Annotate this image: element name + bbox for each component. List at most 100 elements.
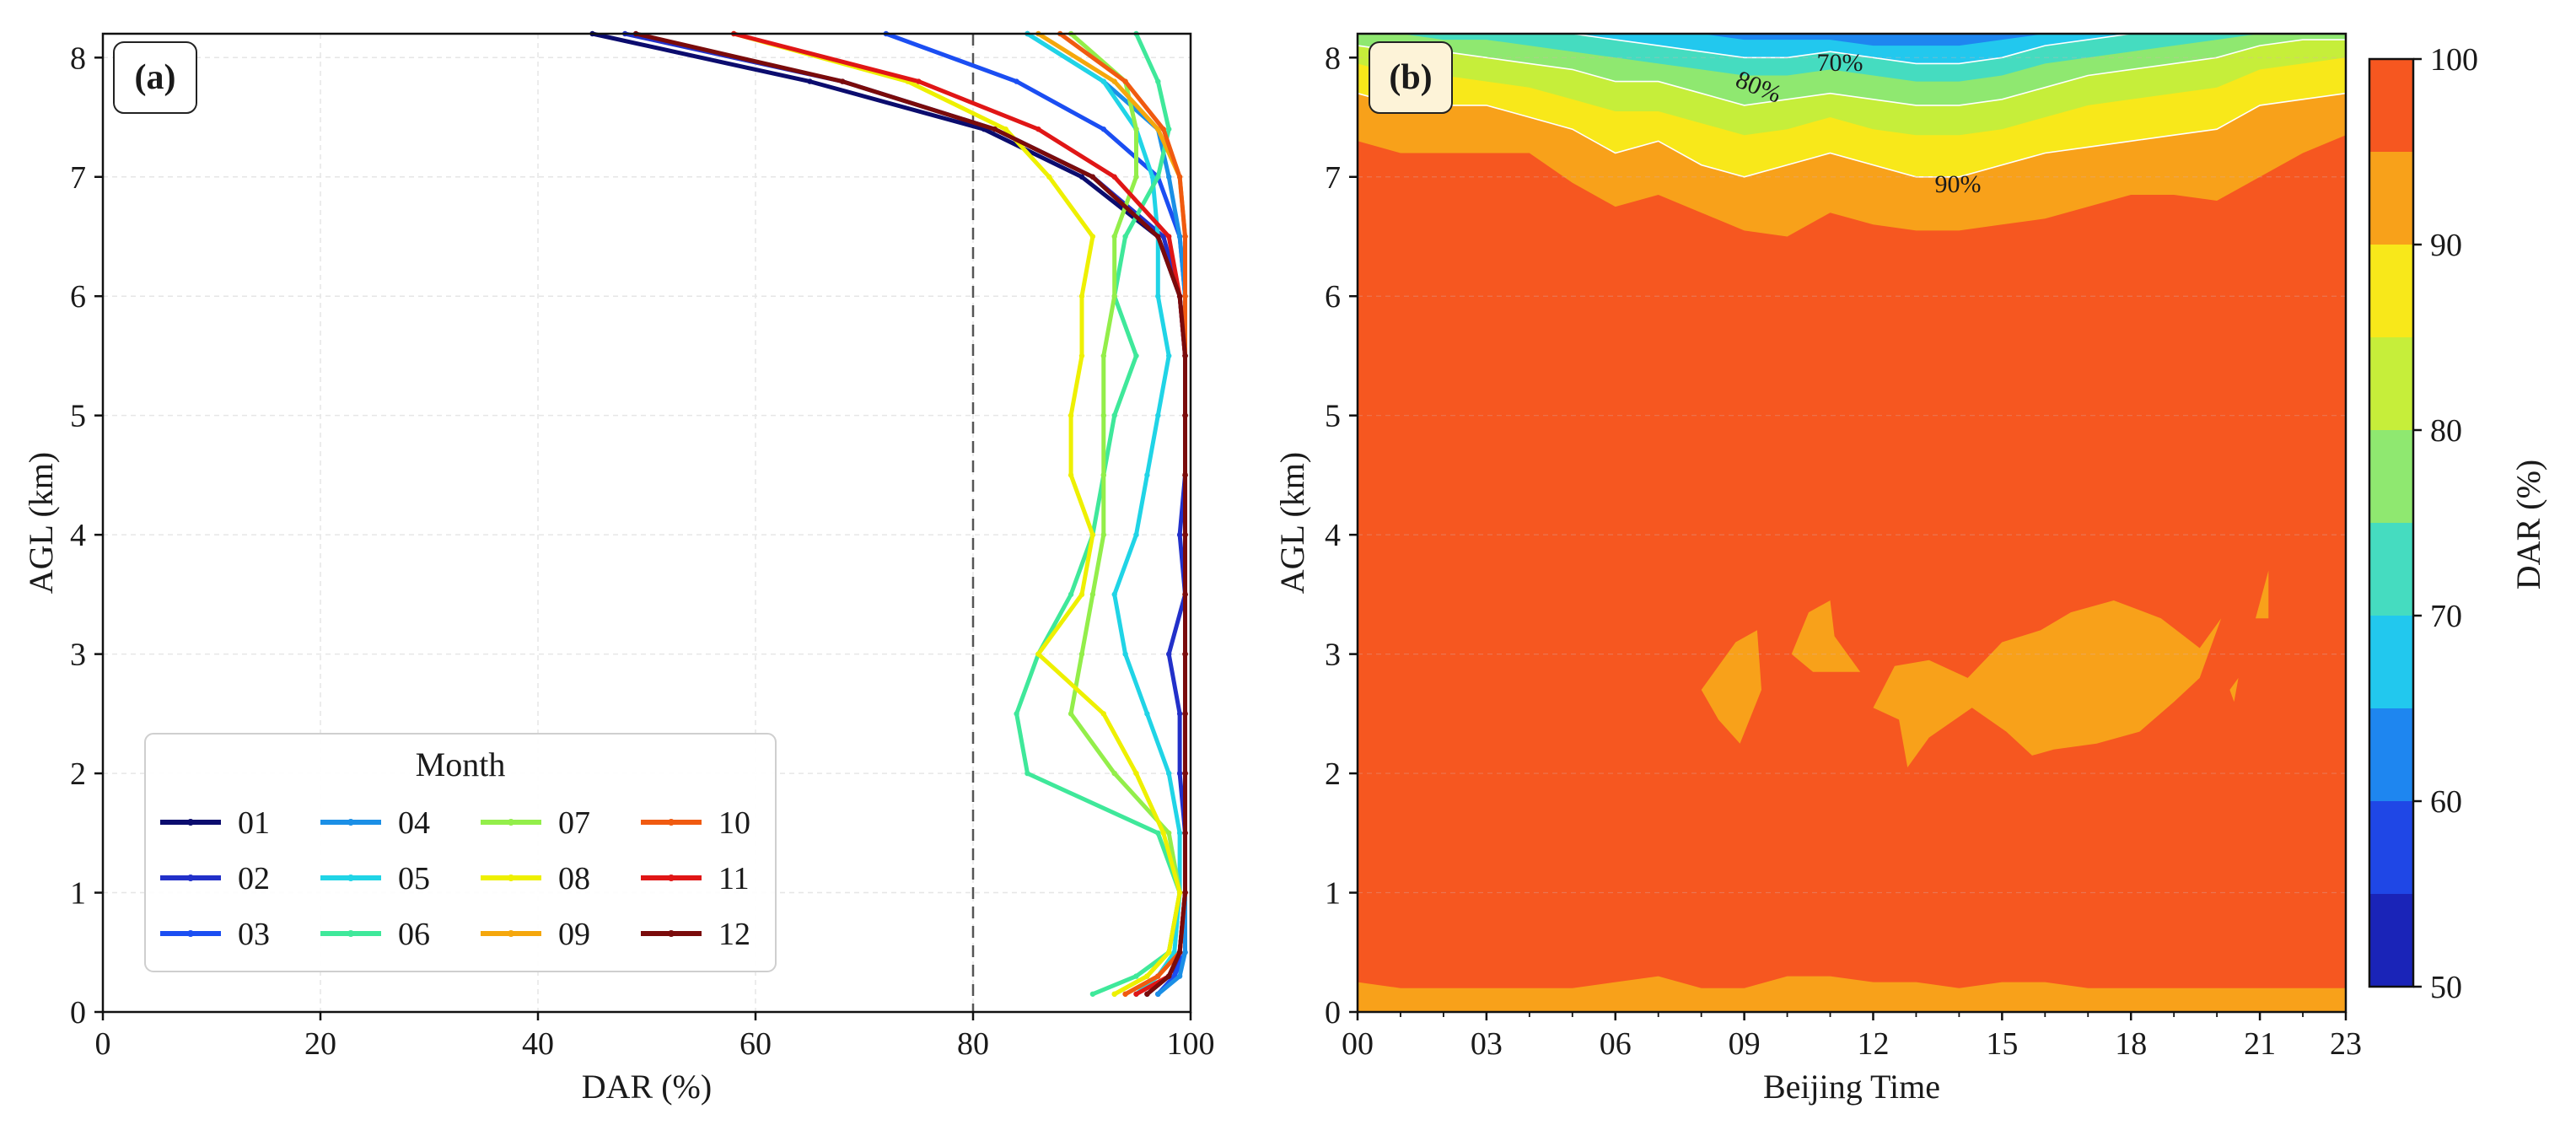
data-point-08	[1144, 973, 1150, 979]
data-point-06	[1133, 353, 1139, 359]
x-tick-label: 0	[95, 1026, 111, 1062]
data-point-03	[1014, 78, 1019, 84]
data-point-04	[1182, 950, 1188, 955]
legend-label-11: 11	[718, 861, 750, 896]
data-point-12	[992, 126, 998, 132]
data-point-07	[1100, 531, 1107, 538]
colorbar-segment-75	[2369, 430, 2413, 523]
data-point-10	[1155, 973, 1161, 979]
data-point-05	[1166, 770, 1172, 777]
data-point-05	[1149, 174, 1156, 180]
data-point-11	[1035, 126, 1041, 132]
legend-marker-06	[347, 930, 354, 937]
data-point-08	[1068, 412, 1074, 418]
legend-marker-01	[187, 819, 194, 826]
legend-label-12: 12	[718, 917, 750, 952]
colorbar-segment-55	[2369, 801, 2413, 894]
data-point-05	[1133, 531, 1139, 538]
data-point-06	[1133, 973, 1139, 979]
y-tick-label: 3	[1325, 638, 1341, 673]
panel-a-series	[589, 30, 1188, 997]
data-point-05	[1171, 950, 1177, 955]
data-point-05	[1144, 711, 1150, 717]
data-point-08	[1078, 591, 1085, 598]
contour-base-layer	[1358, 976, 2346, 1012]
data-point-06	[1089, 991, 1096, 997]
data-point-02	[1166, 651, 1172, 657]
data-point-07	[1111, 770, 1117, 777]
data-point-08	[1003, 126, 1008, 132]
legend-label-06: 06	[398, 917, 430, 952]
x-tick-label: 00	[1342, 1026, 1374, 1062]
colorbar-tick-label: 70	[2430, 599, 2462, 634]
series-line-06	[1014, 31, 1182, 997]
data-point-07	[1111, 234, 1117, 240]
legend-label-08: 08	[558, 861, 590, 896]
data-point-05	[1100, 78, 1107, 84]
panel-b-label-box	[1369, 41, 1453, 114]
data-point-08	[1089, 531, 1096, 538]
data-point-07	[1100, 472, 1107, 478]
panel-b-x-axis-title: Beijing Time	[1763, 1068, 1940, 1106]
data-point-12	[1182, 412, 1188, 418]
data-point-06	[1155, 78, 1161, 84]
y-tick-label: 7	[1325, 160, 1341, 196]
x-tick-label: 18	[2115, 1026, 2147, 1062]
legend-marker-11	[668, 875, 675, 881]
colorbar-segment-65	[2369, 616, 2413, 708]
y-tick-label: 1	[1325, 876, 1341, 912]
legend-label-07: 07	[558, 805, 590, 841]
data-point-12	[1176, 950, 1183, 955]
y-tick-label: 1	[70, 876, 86, 912]
data-point-08	[1078, 293, 1085, 299]
panel-a-y-axis-title: AGL (km)	[22, 452, 60, 594]
y-tick-label: 8	[70, 40, 86, 76]
series-line-11	[731, 31, 1187, 997]
data-point-08	[1046, 174, 1052, 180]
colorbar-tick-label: 50	[2430, 970, 2462, 1005]
x-tick-label: 23	[2330, 1026, 2362, 1062]
legend-marker-07	[508, 819, 514, 826]
data-point-07	[1133, 126, 1139, 132]
data-point-06	[1024, 770, 1030, 777]
contour-island-2	[1873, 600, 2222, 767]
data-point-04	[1176, 973, 1183, 979]
y-tick-label: 0	[1325, 995, 1341, 1031]
x-tick-label: 15	[1986, 1026, 2018, 1062]
panel-b-y-ticks: 0 1 2 3 4 5 6 7 8	[1325, 40, 1358, 1031]
legend-label-03: 03	[238, 917, 270, 952]
x-tick-label: 80	[957, 1026, 989, 1062]
data-point-01	[1078, 174, 1085, 180]
y-tick-label: 6	[70, 279, 86, 315]
data-point-02	[1176, 531, 1183, 538]
data-point-07	[1100, 412, 1107, 418]
colorbar-segment-80	[2369, 337, 2413, 430]
data-point-12	[1176, 293, 1183, 299]
contour-band-95	[1358, 135, 2346, 1012]
colorbar-ticks: 50 60 70 80 90 100	[2413, 42, 2478, 1005]
colorbar-segment-60	[2369, 708, 2413, 801]
data-point-08	[1111, 991, 1117, 997]
data-point-01	[807, 78, 813, 84]
y-tick-label: 2	[70, 756, 86, 792]
panel-a-x-axis-title: DAR (%)	[582, 1068, 712, 1106]
data-point-10	[1122, 991, 1128, 997]
colorbar-segment-95	[2369, 59, 2413, 152]
legend-label-09: 09	[558, 917, 590, 952]
data-point-12	[1182, 890, 1188, 896]
data-point-05	[1122, 651, 1128, 657]
colorbar-tick-label: 60	[2430, 784, 2462, 820]
x-tick-label: 12	[1857, 1026, 1889, 1062]
panel-b-label: (b)	[1389, 58, 1432, 97]
legend-label-05: 05	[398, 861, 430, 896]
x-tick-label: 06	[1600, 1026, 1632, 1062]
legend-marker-12	[668, 930, 675, 937]
data-point-12	[1144, 991, 1150, 997]
data-point-12	[1182, 591, 1188, 598]
data-point-05	[1111, 591, 1117, 598]
data-point-07	[1111, 293, 1117, 299]
data-point-12	[1182, 770, 1188, 777]
data-point-11	[916, 78, 922, 84]
